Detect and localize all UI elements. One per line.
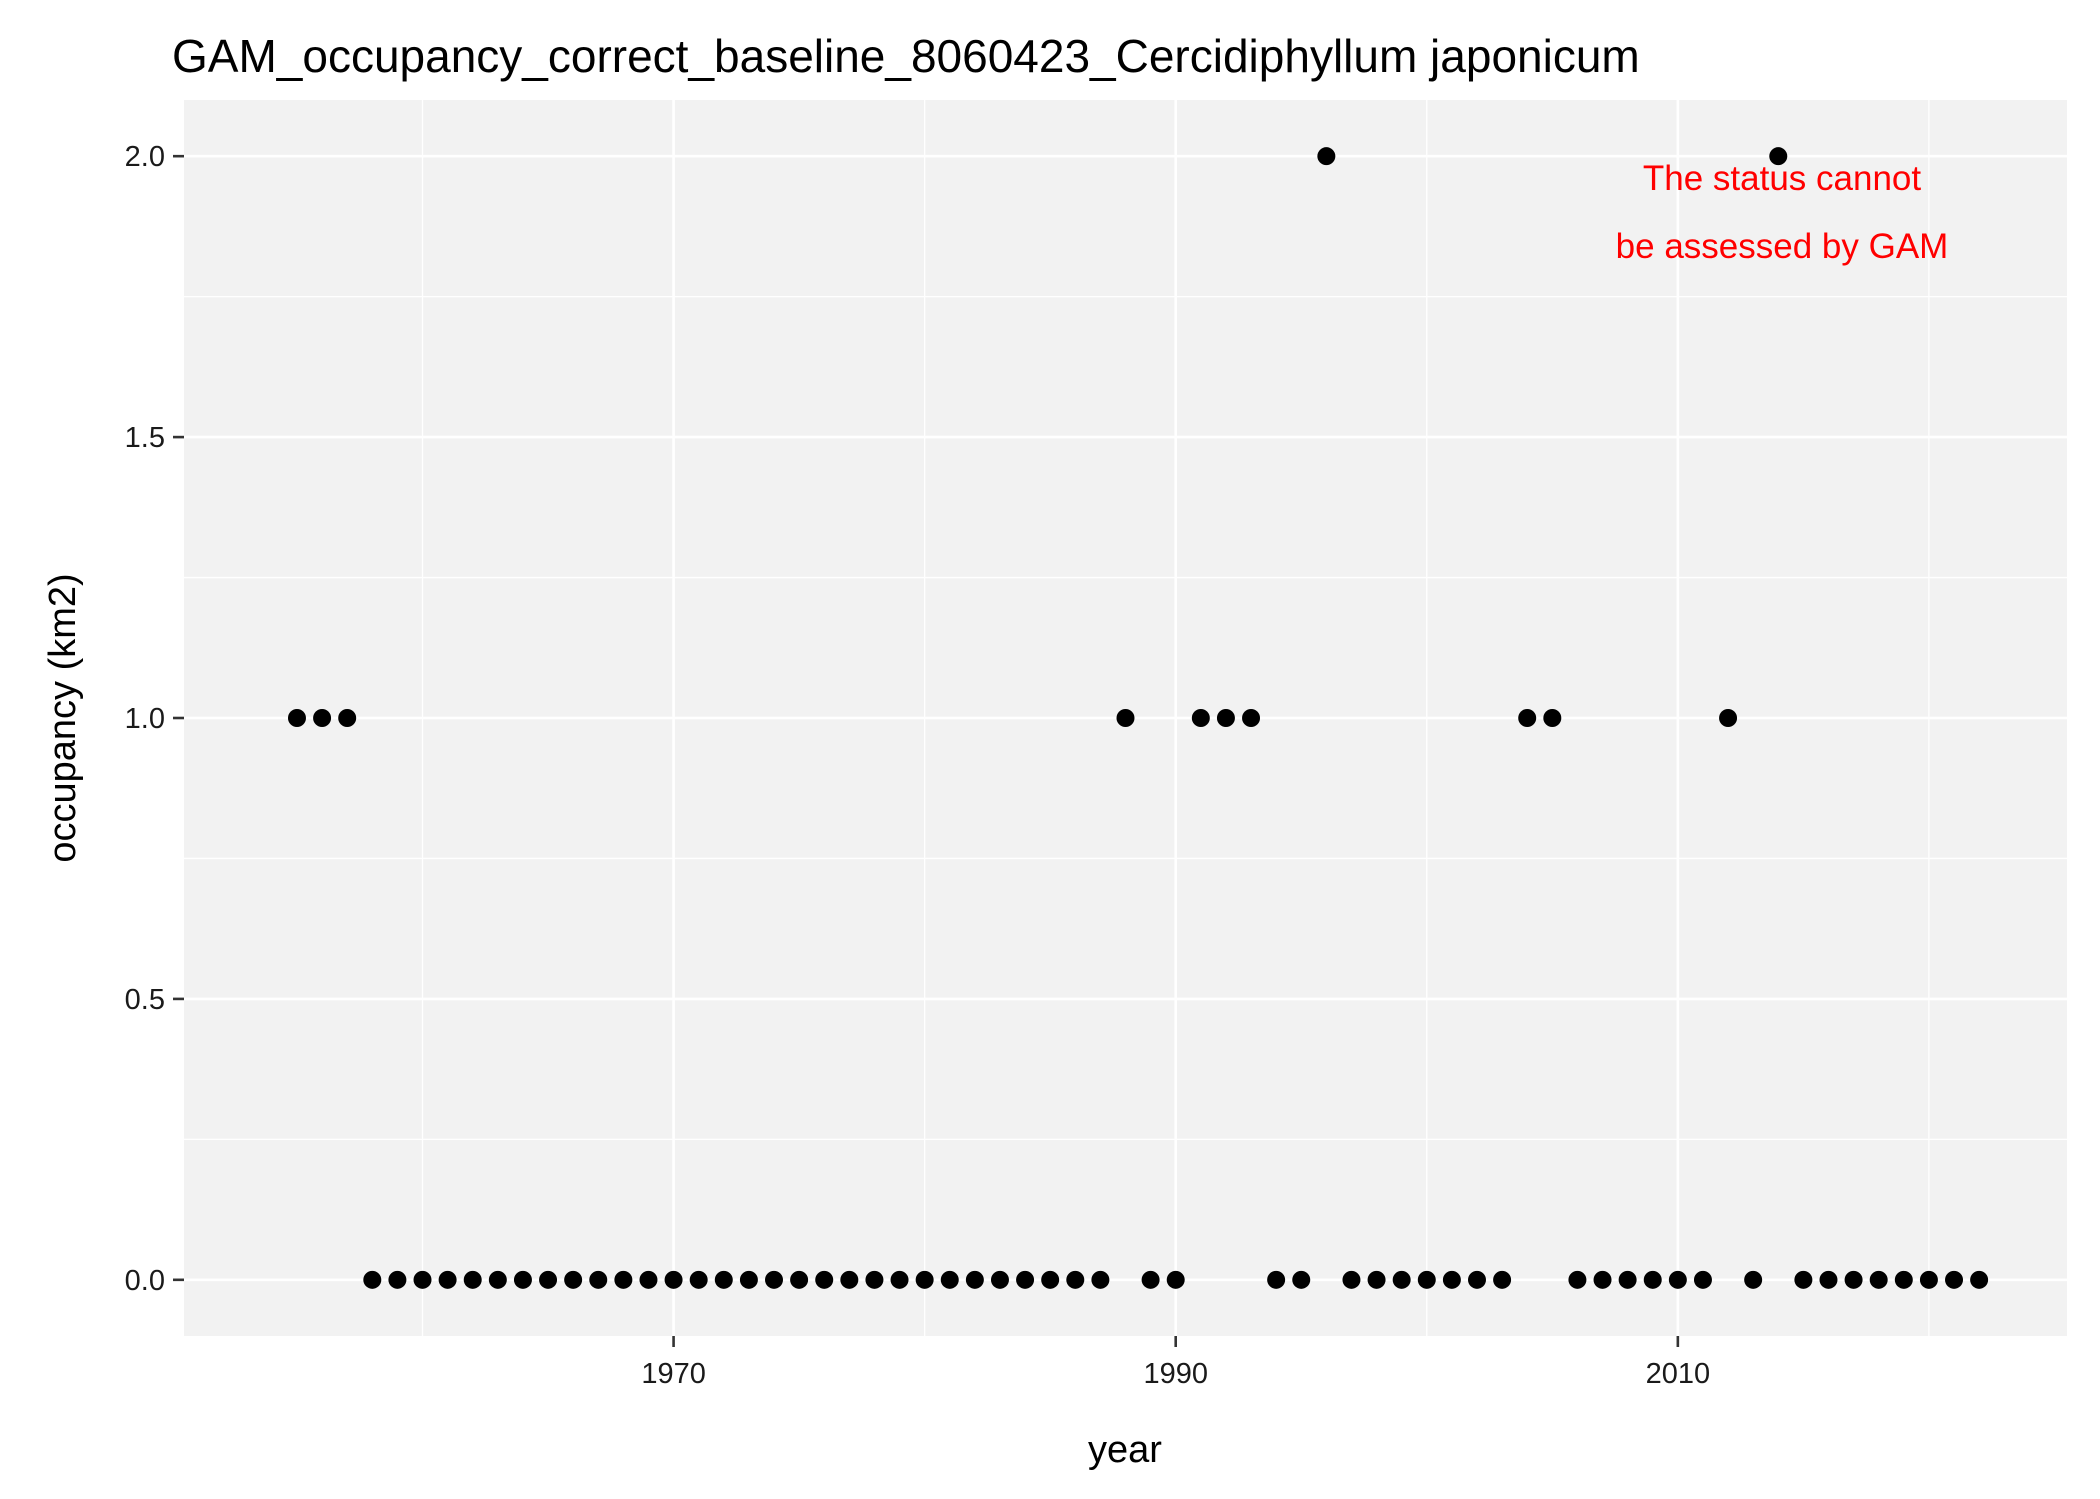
data-point — [1945, 1270, 1964, 1289]
y-tick-label: 1.0 — [125, 703, 165, 735]
x-axis-title: year — [1088, 1429, 1162, 1471]
data-point — [1568, 1270, 1587, 1289]
data-point — [689, 1270, 708, 1289]
annotation-line: be assessed by GAM — [1616, 227, 1949, 266]
data-point — [714, 1270, 733, 1289]
data-point — [1618, 1270, 1637, 1289]
data-point — [1593, 1270, 1612, 1289]
data-point — [1342, 1270, 1361, 1289]
x-tick-label: 2010 — [1646, 1358, 1711, 1390]
data-point — [1744, 1270, 1763, 1289]
data-point — [1066, 1270, 1085, 1289]
data-point — [639, 1270, 658, 1289]
chart-title: GAM_occupancy_correct_baseline_8060423_C… — [172, 30, 1640, 82]
data-point — [539, 1270, 558, 1289]
data-point — [388, 1270, 407, 1289]
data-point — [614, 1270, 633, 1289]
data-point — [1091, 1270, 1110, 1289]
data-point — [990, 1270, 1009, 1289]
data-point — [1643, 1270, 1662, 1289]
data-point — [463, 1270, 482, 1289]
data-point — [589, 1270, 608, 1289]
x-tick-label: 1990 — [1143, 1358, 1208, 1390]
annotation-line: The status cannot — [1643, 159, 1921, 198]
data-point — [940, 1270, 959, 1289]
data-point — [1317, 147, 1336, 166]
y-axis-title: occupancy (km2) — [42, 573, 84, 862]
data-point — [664, 1270, 683, 1289]
data-point — [1267, 1270, 1286, 1289]
data-point — [815, 1270, 834, 1289]
data-point — [1543, 709, 1562, 727]
axes: 0.0 0.5 1.0 1.5 2.0 1970 1990 2010 — [125, 141, 1710, 1390]
data-point — [1242, 709, 1261, 727]
y-tick-label: 1.5 — [125, 422, 165, 454]
data-point — [965, 1270, 984, 1289]
data-point — [413, 1270, 432, 1289]
data-point — [1518, 709, 1537, 727]
data-point — [1367, 1270, 1386, 1289]
data-point — [1191, 709, 1210, 727]
data-point — [1970, 1270, 1989, 1289]
data-points — [287, 147, 1989, 1289]
data-point — [1869, 1270, 1888, 1289]
data-point — [865, 1270, 884, 1289]
data-point — [438, 1270, 457, 1289]
y-tick-label: 2.0 — [125, 141, 165, 173]
y-tick-label: 0.5 — [125, 984, 165, 1016]
data-point — [1442, 1270, 1461, 1289]
data-point — [1141, 1270, 1160, 1289]
data-point — [313, 709, 332, 727]
y-tick-label: 0.0 — [125, 1265, 165, 1297]
data-point — [287, 709, 306, 727]
annotation: The status cannot be assessed by GAM — [1616, 159, 1949, 266]
data-point — [1894, 1270, 1913, 1289]
data-point — [765, 1270, 784, 1289]
data-point — [1819, 1270, 1838, 1289]
data-point — [564, 1270, 583, 1289]
data-point — [739, 1270, 758, 1289]
data-point — [915, 1270, 934, 1289]
data-point — [1919, 1270, 1938, 1289]
data-point — [363, 1270, 382, 1289]
data-point — [1216, 709, 1235, 727]
data-point — [1392, 1270, 1411, 1289]
data-point — [1769, 147, 1788, 166]
data-point — [890, 1270, 909, 1289]
data-point — [790, 1270, 809, 1289]
data-point — [513, 1270, 532, 1289]
data-point — [1417, 1270, 1436, 1289]
data-point — [1493, 1270, 1512, 1289]
data-point — [1041, 1270, 1060, 1289]
data-point — [1668, 1270, 1687, 1289]
data-point — [1116, 709, 1135, 727]
data-point — [1292, 1270, 1311, 1289]
data-point — [488, 1270, 507, 1289]
data-point — [1844, 1270, 1863, 1289]
data-point — [1166, 1270, 1185, 1289]
data-point — [1693, 1270, 1712, 1289]
data-point — [840, 1270, 859, 1289]
data-point — [1016, 1270, 1035, 1289]
data-point — [1467, 1270, 1486, 1289]
data-point — [1719, 709, 1738, 727]
x-tick-label: 1970 — [641, 1358, 706, 1390]
data-point — [338, 709, 357, 727]
data-point — [1794, 1270, 1813, 1289]
